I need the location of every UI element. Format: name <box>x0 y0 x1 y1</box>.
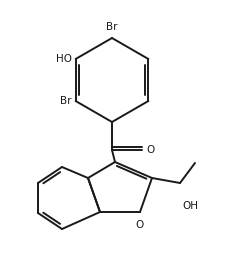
Text: OH: OH <box>182 201 198 211</box>
Text: Br: Br <box>60 96 72 106</box>
Text: HO: HO <box>56 54 72 64</box>
Text: O: O <box>146 145 154 155</box>
Text: O: O <box>136 220 144 230</box>
Text: Br: Br <box>106 22 118 32</box>
